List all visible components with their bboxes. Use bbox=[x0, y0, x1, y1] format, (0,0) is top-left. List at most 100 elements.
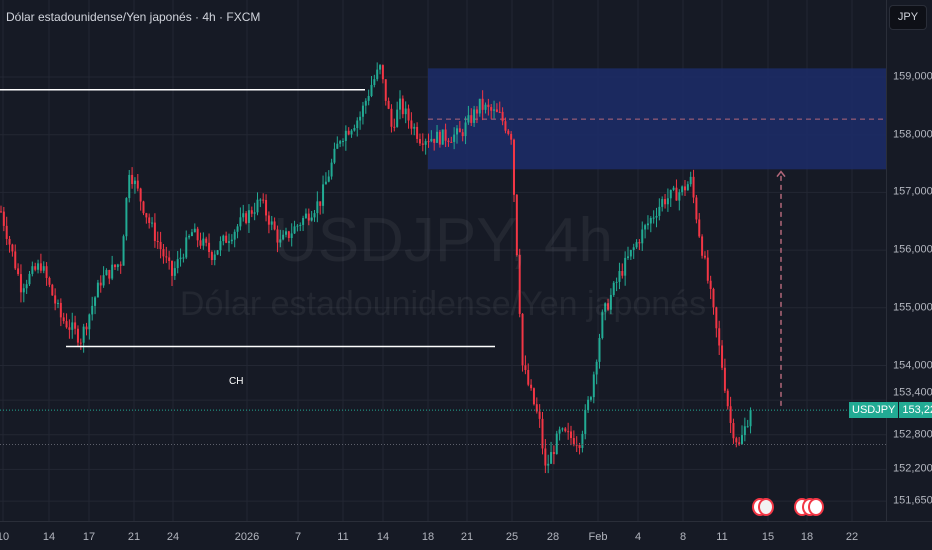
candle-body bbox=[353, 128, 356, 131]
candle-body bbox=[629, 249, 632, 257]
candle-body bbox=[436, 131, 439, 143]
candle-body bbox=[413, 126, 416, 129]
candle-body bbox=[666, 198, 669, 205]
candle-body bbox=[65, 321, 68, 328]
candle-body bbox=[587, 399, 590, 410]
candle-body bbox=[641, 229, 644, 244]
candle-body bbox=[59, 302, 62, 318]
candle-body bbox=[621, 271, 624, 276]
candle-body bbox=[396, 109, 399, 127]
candle-body bbox=[165, 256, 168, 258]
candle-body bbox=[96, 282, 99, 298]
candle-body bbox=[709, 280, 712, 289]
candle-body bbox=[22, 288, 25, 293]
candle-body bbox=[37, 263, 40, 270]
candle-body bbox=[732, 422, 735, 439]
candle-body bbox=[735, 438, 738, 443]
candle-body bbox=[547, 463, 550, 466]
candle-body bbox=[552, 452, 555, 455]
time-label: 10 bbox=[0, 531, 10, 543]
candle-body bbox=[327, 176, 330, 182]
candle-body bbox=[487, 104, 490, 108]
candle-body bbox=[598, 338, 601, 362]
event-flag-icon[interactable] bbox=[808, 498, 824, 516]
time-label: 11 bbox=[337, 531, 349, 543]
candle-body bbox=[646, 223, 649, 226]
time-label: 28 bbox=[546, 531, 560, 543]
candle-body bbox=[416, 126, 419, 139]
candle-body bbox=[484, 104, 487, 110]
candle-body bbox=[532, 388, 535, 405]
candle-body bbox=[319, 201, 322, 206]
currency-button[interactable]: JPY bbox=[889, 5, 927, 30]
candle-body bbox=[239, 217, 242, 227]
candle-body bbox=[148, 217, 151, 223]
current-price-badge: USDJPY 153,227 bbox=[849, 402, 932, 419]
candle-body bbox=[76, 328, 79, 343]
candle-body bbox=[387, 100, 390, 109]
price-label: 154,000 bbox=[893, 359, 932, 371]
candle-body bbox=[441, 129, 444, 145]
candle-body bbox=[350, 130, 353, 135]
candle-body bbox=[495, 109, 498, 112]
time-label: 18 bbox=[800, 531, 814, 543]
time-label: 4 bbox=[634, 531, 642, 543]
candle-body bbox=[456, 128, 458, 135]
candle-body bbox=[376, 69, 379, 80]
candle-body bbox=[475, 109, 478, 114]
time-label: 15 bbox=[761, 531, 775, 543]
candle-body bbox=[612, 282, 615, 295]
price-label: 152,200 bbox=[893, 462, 932, 475]
candle-body bbox=[324, 181, 327, 185]
chart-canvas[interactable]: Dólar estadounidense/Yen japonés · 4h · … bbox=[0, 0, 886, 521]
candle-body bbox=[162, 249, 165, 257]
candle-body bbox=[743, 426, 746, 436]
candle-body bbox=[664, 199, 667, 205]
time-axis[interactable]: 10 14 17 21 24 2026 7 11 14 18 21 25 28 Feb 4 8 11 15 18 22 bbox=[0, 521, 932, 550]
time-label: 21 bbox=[460, 531, 474, 543]
candle-body bbox=[151, 222, 154, 224]
candle-body bbox=[701, 236, 704, 256]
candle-body bbox=[185, 237, 188, 258]
candle-body bbox=[689, 176, 692, 185]
candle-body bbox=[461, 132, 464, 137]
candle-body bbox=[54, 295, 57, 304]
candle-body bbox=[39, 263, 42, 271]
candle-body bbox=[721, 345, 724, 368]
candle-body bbox=[361, 105, 364, 117]
candle-body bbox=[555, 433, 558, 455]
candle-body bbox=[381, 65, 384, 80]
candle-body bbox=[285, 231, 287, 235]
candle-body bbox=[356, 120, 359, 129]
candle-body bbox=[672, 187, 675, 190]
time-label: 21 bbox=[127, 531, 141, 543]
candle-body bbox=[45, 266, 48, 278]
candle-body bbox=[111, 264, 114, 279]
candle-body bbox=[125, 198, 128, 237]
candle-body bbox=[196, 228, 199, 241]
candle-body bbox=[726, 390, 729, 407]
price-label: 158,000 bbox=[893, 128, 932, 141]
candle-body bbox=[638, 242, 641, 244]
candle-body bbox=[738, 442, 741, 444]
price-label: 153,400 bbox=[893, 386, 932, 399]
candle-body bbox=[592, 374, 595, 398]
candle-body bbox=[142, 201, 145, 214]
symbol-title: Dólar estadounidense/Yen japonés · 4h · … bbox=[6, 10, 261, 24]
event-flag-icon[interactable] bbox=[758, 498, 774, 516]
candle-body bbox=[267, 215, 270, 225]
candle-body bbox=[584, 409, 587, 434]
candle-body bbox=[379, 65, 382, 70]
candle-body bbox=[618, 271, 621, 282]
candle-body bbox=[661, 199, 664, 207]
candle-body bbox=[105, 269, 108, 276]
candle-body bbox=[208, 242, 211, 253]
watermark-symbol: USDJPY, 4h bbox=[272, 206, 614, 275]
candle-body bbox=[287, 231, 290, 239]
price-axis[interactable]: 159,000 158,000 157,000 156,000 155,000 154,0… bbox=[886, 0, 932, 521]
price-label: 159,000 bbox=[893, 70, 932, 83]
candle-body bbox=[481, 98, 484, 110]
candle-body bbox=[515, 194, 518, 255]
candle-body bbox=[176, 259, 179, 269]
candle-body bbox=[322, 184, 325, 206]
